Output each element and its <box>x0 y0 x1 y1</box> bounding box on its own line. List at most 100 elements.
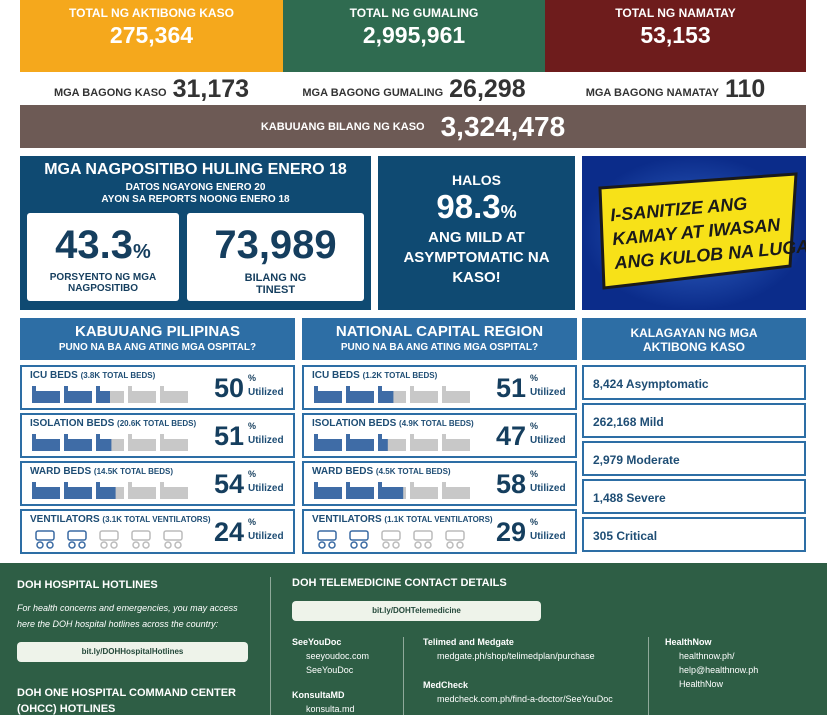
hotlines-link[interactable]: bit.ly/DOHHospitalHotlines <box>17 642 248 662</box>
resource-row: VENTILATORS (1.1K TOTAL VENTILATORS) 29% U… <box>302 509 577 554</box>
bed-fill <box>346 487 374 499</box>
bed <box>442 391 470 403</box>
bed <box>128 391 156 403</box>
unit: % <box>248 373 257 383</box>
resource-label: WARD BEDS (4.5K TOTAL BEDS) <box>312 466 451 477</box>
divider <box>270 577 271 715</box>
panel-title: KABUUANG PILIPINAS <box>74 323 240 340</box>
icon <box>164 541 172 549</box>
provider-item: HealthNow <box>679 679 724 689</box>
icon <box>392 541 400 549</box>
bed <box>160 487 188 499</box>
recovered-box: TOTAL NG GUMALING 2,995,961 <box>283 0 545 72</box>
status-panel: KALAGAYAN NG MGA AKTIBONG KASO 8,424 Asym… <box>582 318 806 555</box>
status: Utilized <box>248 531 284 542</box>
status-row: 262,168 Mild <box>582 403 806 438</box>
provider-name: MedCheck <box>423 680 469 690</box>
icon <box>318 541 326 549</box>
tests-card: 73,989 BILANG NG TINEST <box>187 213 364 301</box>
unit: % <box>248 469 257 479</box>
title: MGA NAGPOSITIBO HULING ENERO 18 <box>44 161 347 178</box>
rate: 43.3 <box>55 223 134 267</box>
bed-fill <box>64 391 92 403</box>
icon <box>382 541 390 549</box>
value: 2,995,961 <box>362 22 466 48</box>
icon <box>381 530 401 541</box>
bed-fill <box>346 439 374 451</box>
provider-name: SeeYouDoc <box>292 637 342 647</box>
tele-link[interactable]: bit.ly/DOHTelemedicine <box>292 601 541 621</box>
label: MGA BAGONG KASO <box>53 87 167 99</box>
bed-head <box>128 482 132 499</box>
label: MGA BAGONG GUMALING <box>302 87 444 99</box>
resource-note: (4.9K TOTAL BEDS) <box>399 419 474 428</box>
unit: % <box>530 469 539 479</box>
icon <box>78 541 86 549</box>
resource-name: ICU BEDS <box>30 370 78 381</box>
panel-header: NATIONAL CAPITAL REGION PUNO NA BA ANG AT… <box>302 318 577 360</box>
unit: % <box>248 517 257 527</box>
status-row: 305 Critical <box>582 517 806 552</box>
provider-item: help@healthnow.ph <box>679 665 759 675</box>
utilization: 51 <box>214 421 245 451</box>
bed <box>128 487 156 499</box>
mild-unit: % <box>500 202 517 222</box>
icon <box>174 541 182 549</box>
icon <box>360 541 368 549</box>
resource-note: (4.5K TOTAL BEDS) <box>375 467 451 476</box>
bed-head <box>442 386 446 403</box>
bed <box>410 439 438 451</box>
icons <box>35 530 183 549</box>
resource-note: (3.1K TOTAL VENTILATORS) <box>102 515 211 524</box>
utilization: 54 <box>214 469 245 499</box>
bed-fill <box>96 434 100 451</box>
bed-fill <box>64 439 92 451</box>
bed-head <box>410 386 414 403</box>
icon <box>446 541 454 549</box>
value: 53,153 <box>640 22 711 48</box>
bed-head <box>410 434 414 451</box>
icons <box>32 482 188 499</box>
bed-fill <box>314 386 318 403</box>
bed-head <box>160 386 164 403</box>
bed-fill <box>32 439 60 451</box>
hospital-panel: NATIONAL CAPITAL REGION PUNO NA BA ANG AT… <box>302 318 577 555</box>
icon <box>317 530 337 541</box>
unit: % <box>530 517 539 527</box>
resource-label: ICU BEDS (1.2K TOTAL BEDS) <box>312 370 437 381</box>
tests: 73,989 <box>214 223 337 267</box>
bed-fill <box>32 386 36 403</box>
icon <box>35 530 55 541</box>
resource-row: ICU BEDS (1.2K TOTAL BEDS) 51% Utilized <box>302 365 577 410</box>
status-row: 8,424 Asymptomatic <box>582 365 806 400</box>
bed-head <box>442 482 446 499</box>
resource-label: ISOLATION BEDS (4.9K TOTAL BEDS) <box>312 418 474 429</box>
bed-fill <box>32 434 36 451</box>
provider-item: konsulta.md <box>306 704 355 714</box>
provider-item: SeeYouDoc <box>306 665 354 675</box>
label: MGA BAGONG NAMATAY <box>585 87 719 99</box>
icon <box>36 541 44 549</box>
resource-label: VENTILATORS (3.1K TOTAL VENTILATORS) <box>30 514 211 525</box>
bed-head <box>160 434 164 451</box>
resource-label: ICU BEDS (3.8K TOTAL BEDS) <box>30 370 155 381</box>
resource-note: (1.1K TOTAL VENTILATORS) <box>384 515 493 524</box>
new-cases: MGA BAGONG KASO 31,173 <box>20 75 283 104</box>
provider: KonsultaMD konsulta.md <box>292 690 355 714</box>
resource-label: WARD BEDS (14.5K TOTAL BEDS) <box>30 466 173 477</box>
bed-fill <box>314 487 342 499</box>
icon <box>414 541 422 549</box>
bed-fill <box>314 391 342 403</box>
bed-fill <box>32 487 60 499</box>
resource-row: ISOLATION BEDS (4.9K TOTAL BEDS) 47% Utili… <box>302 413 577 458</box>
icons <box>314 434 470 451</box>
provider-name: HealthNow <box>665 637 712 647</box>
hotlines-title: DOH HOSPITAL HOTLINES <box>17 579 158 591</box>
divider <box>648 637 649 715</box>
utilization: 24 <box>214 517 245 547</box>
provider-item: medcheck.com.ph/find-a-doctor/SeeYouDoc <box>437 694 613 704</box>
status: Utilized <box>530 435 566 446</box>
panel-subtitle: PUNO NA BA ANG ATING MGA OSPITAL? <box>340 342 539 353</box>
bed-fill <box>96 487 116 499</box>
